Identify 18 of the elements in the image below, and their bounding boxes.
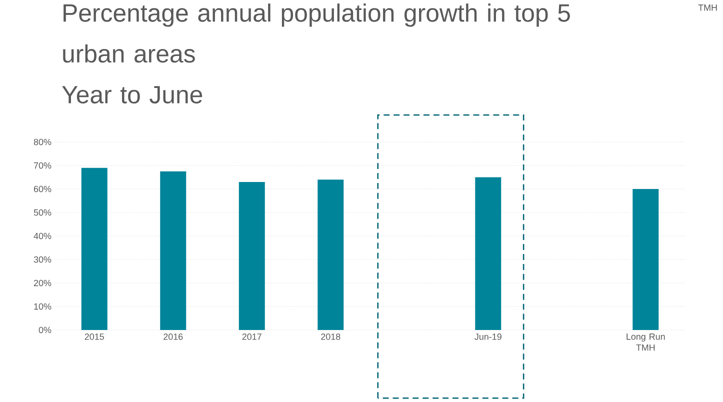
y-tick-label: 40% [34, 232, 52, 240]
x-tick-label: Long Run TMH [626, 334, 665, 351]
y-tick-label: 50% [34, 209, 52, 216]
y-tick-label: 80% [34, 138, 52, 146]
x-tick-label: 2017 [242, 334, 262, 340]
chart-title: Percentage annual population growth in top 5 urban areas [63, 4, 570, 63]
y-tick-label: 10% [34, 303, 52, 310]
x-tick-label: 2016 [164, 334, 183, 340]
x-tick-label: 2015 [84, 334, 104, 340]
text: TMH [698, 4, 717, 11]
chart-subtitle: Year to June [62, 86, 202, 104]
x-tick-label: 2018 [321, 334, 340, 340]
y-tick-label: 20% [34, 280, 52, 286]
y-tick-label: 70% [34, 162, 52, 169]
x-tick-label: Jun-19 [474, 334, 502, 340]
y-tick-label: 0% [38, 326, 52, 334]
y-tick-label: 30% [34, 256, 52, 263]
y-tick-label: 60% [34, 186, 52, 192]
